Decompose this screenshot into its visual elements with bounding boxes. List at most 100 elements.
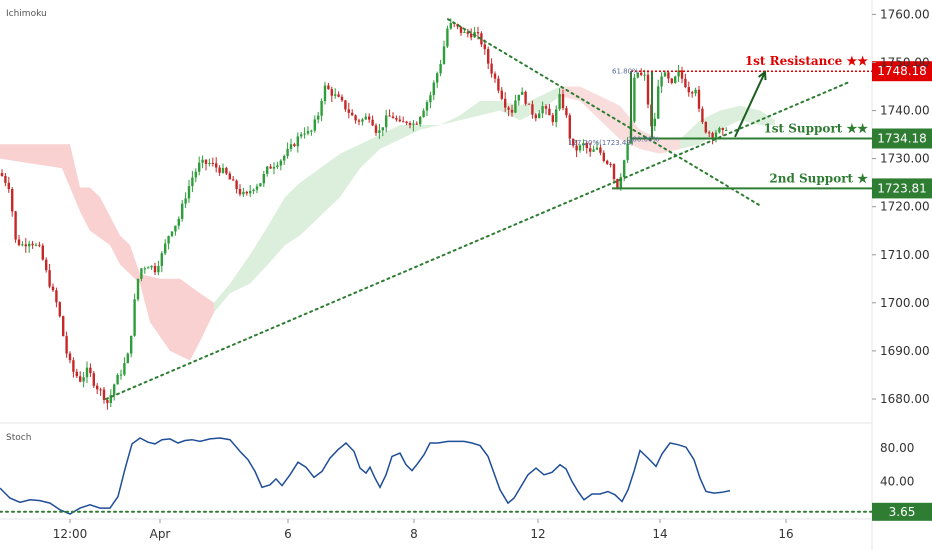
candle-body <box>357 120 361 122</box>
candle-body <box>589 148 592 152</box>
stoch-line <box>0 437 731 515</box>
candle-body <box>249 191 252 194</box>
candle-body <box>262 174 265 184</box>
candle-body <box>446 28 449 47</box>
candle-body <box>429 95 432 103</box>
cloud-segment-2 <box>560 86 680 154</box>
candle-body <box>320 101 323 116</box>
candle-body <box>572 138 575 146</box>
candle-body <box>41 245 44 260</box>
candle-body <box>177 218 180 226</box>
time-tick-6: 16 <box>778 527 793 541</box>
candle-body <box>337 94 340 97</box>
trendline-rising-support <box>105 80 851 400</box>
candle-body <box>181 203 184 219</box>
candle-body <box>303 133 306 135</box>
candle-body <box>534 114 537 119</box>
candle-body <box>660 76 663 87</box>
candle-body <box>340 96 344 101</box>
candle-body <box>704 122 707 133</box>
candle-body <box>14 211 17 240</box>
candle-body <box>272 167 276 169</box>
candle-body <box>174 225 177 232</box>
candle-body <box>4 176 7 183</box>
candle-body <box>684 78 687 87</box>
candle-body <box>582 143 585 146</box>
candle-body <box>323 85 327 101</box>
candle-body <box>640 72 643 75</box>
candle-body <box>65 336 68 354</box>
candle-body <box>616 179 619 189</box>
candle-body <box>238 189 242 195</box>
candle-body <box>221 167 225 173</box>
candle-body <box>565 108 568 116</box>
candle-body <box>45 259 48 271</box>
candle-body <box>497 78 500 91</box>
candle-body <box>670 78 673 83</box>
candle-body <box>143 268 146 270</box>
candle-body <box>245 191 248 194</box>
candles <box>0 18 728 410</box>
candle-body <box>276 165 279 167</box>
candle-body <box>514 100 517 113</box>
candle-body <box>378 130 381 133</box>
candle-body <box>548 108 551 116</box>
candle-body <box>578 145 582 151</box>
candle-body <box>351 112 354 116</box>
candle-body <box>24 244 27 247</box>
level-tag-1 <box>872 128 932 149</box>
time-tick-4: 12 <box>530 527 545 541</box>
forecast-arrow-line <box>734 71 766 138</box>
candle-body <box>160 253 163 266</box>
candle-body <box>266 166 269 174</box>
candle-body <box>17 239 21 246</box>
candle-body <box>187 186 191 199</box>
candle-body <box>381 127 384 131</box>
candle-body <box>198 162 201 172</box>
candle-body <box>493 73 497 79</box>
candle-body <box>296 136 299 147</box>
candle-body <box>646 74 650 105</box>
candle-body <box>623 160 626 178</box>
candle-body <box>643 74 646 76</box>
candle-body <box>11 189 14 212</box>
candle-body <box>721 128 724 130</box>
candle-body <box>211 163 214 164</box>
candle-body <box>419 117 422 125</box>
candle-body <box>653 118 656 127</box>
candle-body <box>422 110 425 118</box>
candle-body <box>286 148 289 156</box>
levels: 1st Resistance ★★ 1748.18 1st Support ★★ 17… <box>612 54 932 199</box>
candle-body <box>170 231 174 236</box>
candle-body <box>85 367 89 378</box>
candle-body <box>68 353 72 361</box>
candle-body <box>72 360 75 372</box>
stoch-level-tag <box>872 502 932 521</box>
candle-body <box>300 134 303 137</box>
candle-body <box>269 166 272 169</box>
candle-body <box>612 164 616 180</box>
candle-body <box>330 89 333 96</box>
candle-body <box>551 115 554 122</box>
candle-body <box>602 152 605 161</box>
candle-body <box>347 109 350 113</box>
level-tag-2 <box>872 178 932 199</box>
candle-body <box>106 399 109 404</box>
level-name-2: 2nd Support ★ <box>769 171 868 185</box>
candle-body <box>541 106 544 114</box>
candle-body <box>204 159 208 164</box>
price-tick-7: 1690.00 <box>880 344 930 358</box>
price-tick-1: 1750.00 <box>880 56 930 70</box>
stoch-level-tag-text: 3.65 <box>889 505 916 519</box>
candle-body <box>34 244 38 246</box>
candle-body <box>636 72 639 78</box>
candle-body <box>459 26 463 33</box>
candle-body <box>48 270 51 287</box>
candle-body <box>150 265 153 268</box>
candle-body <box>412 123 415 125</box>
candle-body <box>391 116 395 119</box>
candle-body <box>466 31 469 34</box>
candle-body <box>606 160 609 164</box>
candle-body <box>436 73 439 83</box>
